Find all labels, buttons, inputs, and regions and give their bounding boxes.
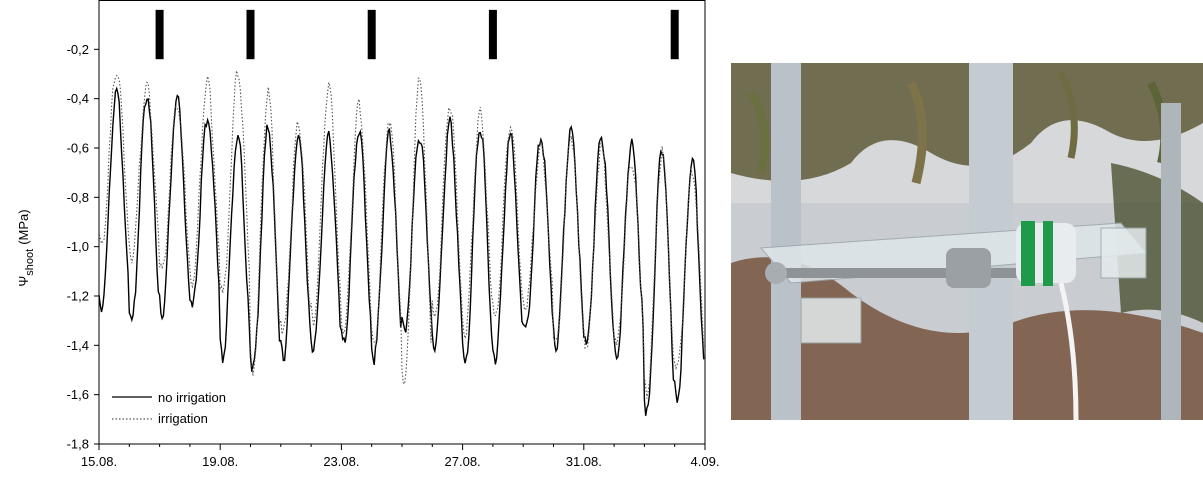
y-tick-label: -0,2 bbox=[67, 42, 89, 57]
x-tick-label: 15.08. bbox=[81, 454, 117, 469]
y-tick-label: -1,6 bbox=[67, 387, 89, 402]
irrigation-event-marker bbox=[246, 9, 255, 60]
y-tick-label: -1,8 bbox=[67, 437, 89, 452]
plot-frame bbox=[98, 0, 706, 445]
y-tick-label: -1,4 bbox=[67, 338, 89, 353]
y-axis-label-unit: (MPa) bbox=[16, 209, 31, 244]
chart-legend: no irrigation irrigation bbox=[112, 390, 226, 426]
series-line-no-irrigation bbox=[98, 86, 705, 416]
irrigation-event-marker bbox=[670, 9, 679, 60]
y-tick-label: -0,4 bbox=[67, 91, 89, 106]
x-tick-label: 27.08. bbox=[445, 454, 481, 469]
x-tick-label: 23.08. bbox=[323, 454, 359, 469]
irrigation-event-marker bbox=[488, 9, 497, 60]
y-tick-label: -1,2 bbox=[67, 289, 89, 304]
water-potential-chart: -1,8 -1,6 -1,4 -1,2 -1,0 -0,8 -0,6 -0,4 -0,2 15.0… bbox=[16, 0, 720, 469]
legend-label-irrigation: irrigation bbox=[158, 411, 208, 426]
y-tick-label: -0,8 bbox=[67, 190, 89, 205]
series-line-irrigation bbox=[98, 70, 705, 399]
y-axis-label-subscript: shoot bbox=[24, 249, 36, 276]
x-tick-label: 19.08. bbox=[202, 454, 238, 469]
legend-label-no-irrigation: no irrigation bbox=[158, 390, 226, 405]
irrigation-event-marker bbox=[367, 9, 376, 60]
irrigation-event-marker bbox=[155, 9, 164, 60]
y-axis-label: Ψshoot (MPa) bbox=[16, 209, 36, 286]
y-tick-label: -0,6 bbox=[67, 141, 89, 156]
x-tick-label: 31.08. bbox=[566, 454, 602, 469]
y-axis-label-symbol: Ψ bbox=[16, 276, 31, 287]
x-tick-label: 4.09. bbox=[691, 454, 720, 469]
sensor-photo bbox=[731, 63, 1203, 420]
sap-flow-sensor-photo-icon bbox=[731, 63, 1203, 420]
y-tick-label: -1,0 bbox=[67, 239, 89, 254]
